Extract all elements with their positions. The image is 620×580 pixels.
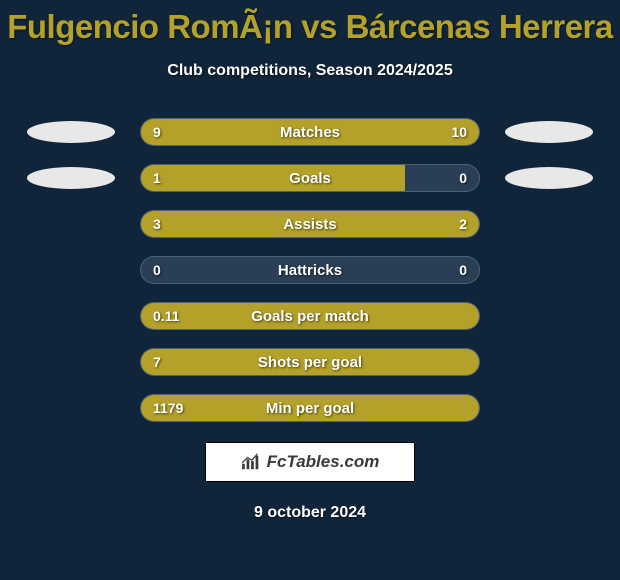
player-right-badge (504, 256, 594, 284)
player-left-badge (26, 210, 116, 238)
player-right-badge (504, 210, 594, 238)
stat-label: Hattricks (141, 257, 479, 283)
player-left-badge (26, 394, 116, 422)
stat-row: 10Goals (0, 164, 620, 192)
player-left-badge (26, 302, 116, 330)
badge-ellipse-icon (505, 167, 593, 189)
stat-row: 0.11Goals per match (0, 302, 620, 330)
logo-text: FcTables.com (267, 452, 380, 472)
stat-bar: 32Assists (140, 210, 480, 238)
stat-label: Min per goal (141, 395, 479, 421)
barchart-icon (241, 453, 263, 471)
stat-bar: 00Hattricks (140, 256, 480, 284)
player-right-badge (504, 118, 594, 146)
stat-bar: 1179Min per goal (140, 394, 480, 422)
logo-box: FcTables.com (205, 442, 415, 482)
player-left-badge (26, 164, 116, 192)
player-left-badge (26, 348, 116, 376)
stat-label: Assists (141, 211, 479, 237)
stat-label: Goals per match (141, 303, 479, 329)
page-title: Fulgencio RomÃ¡n vs Bárcenas Herrera (0, 0, 620, 46)
stats-rows: 910Matches 10Goals 32Assists 00Hattricks 0.1… (0, 118, 620, 422)
player-right-badge (504, 302, 594, 330)
stat-bar: 910Matches (140, 118, 480, 146)
player-left-badge (26, 256, 116, 284)
badge-ellipse-icon (27, 167, 115, 189)
stat-label: Shots per goal (141, 349, 479, 375)
logo: FcTables.com (241, 452, 380, 472)
player-right-badge (504, 164, 594, 192)
stat-label: Goals (141, 165, 479, 191)
stat-row: 1179Min per goal (0, 394, 620, 422)
stat-row: 00Hattricks (0, 256, 620, 284)
player-right-badge (504, 394, 594, 422)
stat-bar: 7Shots per goal (140, 348, 480, 376)
badge-ellipse-icon (505, 121, 593, 143)
badge-ellipse-icon (27, 121, 115, 143)
stat-label: Matches (141, 119, 479, 145)
stat-bar: 10Goals (140, 164, 480, 192)
stat-bar: 0.11Goals per match (140, 302, 480, 330)
player-right-badge (504, 348, 594, 376)
subtitle: Club competitions, Season 2024/2025 (0, 62, 620, 80)
stat-row: 32Assists (0, 210, 620, 238)
stat-row: 7Shots per goal (0, 348, 620, 376)
player-left-badge (26, 118, 116, 146)
stat-row: 910Matches (0, 118, 620, 146)
date-text: 9 october 2024 (0, 504, 620, 522)
